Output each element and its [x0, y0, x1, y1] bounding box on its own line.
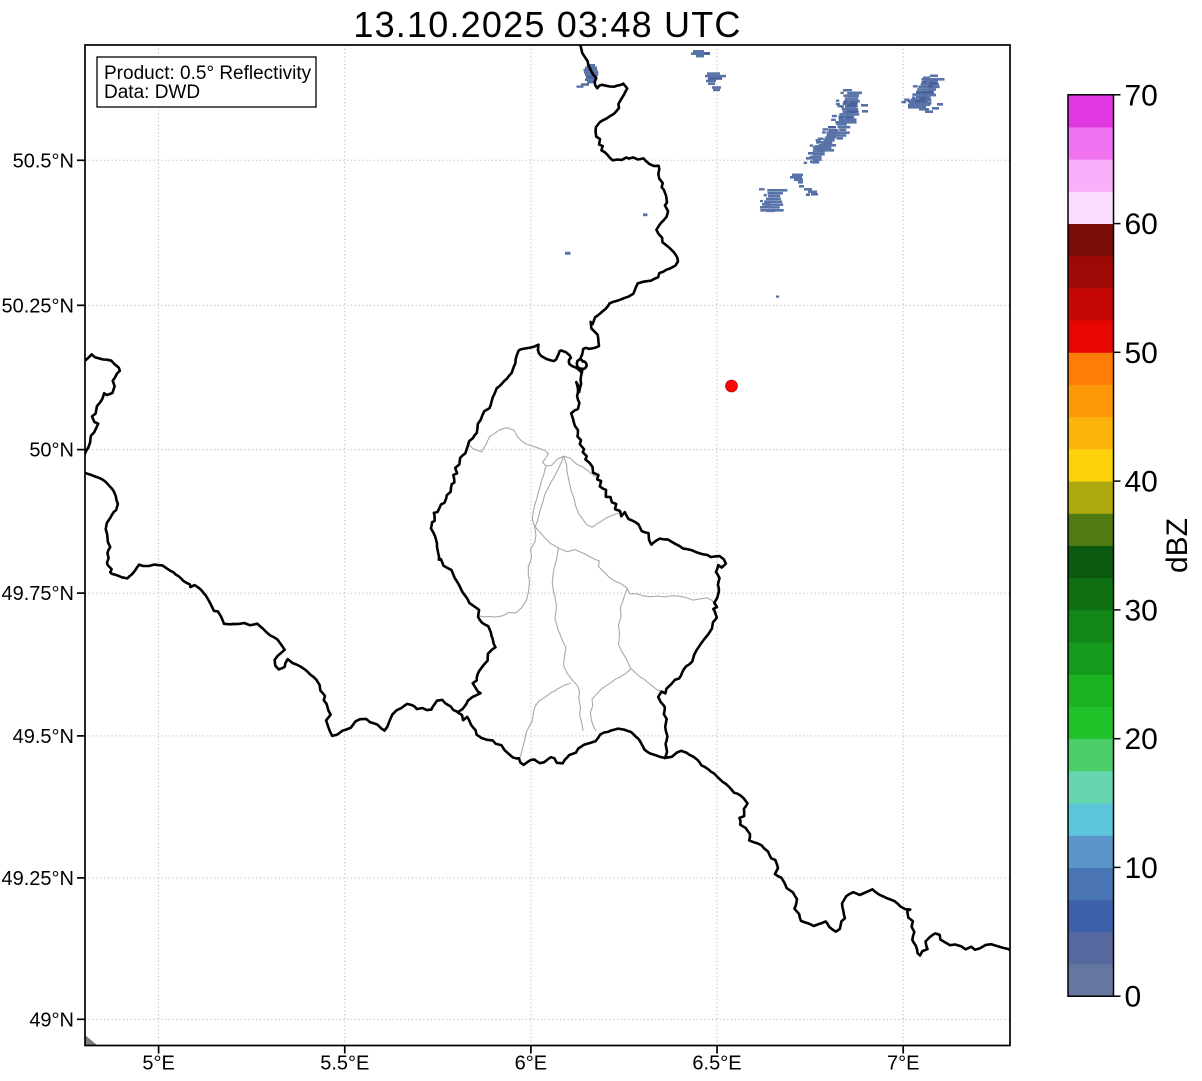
svg-text:50.25°N: 50.25°N: [2, 295, 75, 317]
svg-text:6.5°E: 6.5°E: [692, 1053, 741, 1075]
svg-text:60: 60: [1125, 208, 1158, 241]
svg-text:6°E: 6°E: [515, 1053, 547, 1075]
svg-text:49.75°N: 49.75°N: [2, 583, 75, 605]
svg-text:5°E: 5°E: [142, 1053, 174, 1075]
svg-text:49.5°N: 49.5°N: [13, 726, 74, 748]
svg-text:49°N: 49°N: [29, 1009, 74, 1031]
svg-text:dBZ: dBZ: [1161, 518, 1194, 573]
svg-text:10: 10: [1125, 852, 1158, 885]
svg-text:Data: DWD: Data: DWD: [104, 82, 200, 103]
svg-text:50.5°N: 50.5°N: [13, 150, 74, 172]
svg-text:0: 0: [1125, 981, 1142, 1014]
svg-text:70: 70: [1125, 79, 1158, 112]
svg-text:49.25°N: 49.25°N: [2, 868, 75, 890]
svg-text:30: 30: [1125, 594, 1158, 627]
svg-text:40: 40: [1125, 466, 1158, 499]
svg-text:50°N: 50°N: [29, 440, 74, 462]
svg-text:5.5°E: 5.5°E: [320, 1053, 369, 1075]
svg-text:50: 50: [1125, 337, 1158, 370]
svg-text:Product: 0.5° Reflectivity: Product: 0.5° Reflectivity: [104, 63, 312, 84]
svg-text:7°E: 7°E: [887, 1053, 919, 1075]
svg-text:13.10.2025 03:48 UTC: 13.10.2025 03:48 UTC: [353, 4, 741, 45]
svg-text:20: 20: [1125, 723, 1158, 756]
